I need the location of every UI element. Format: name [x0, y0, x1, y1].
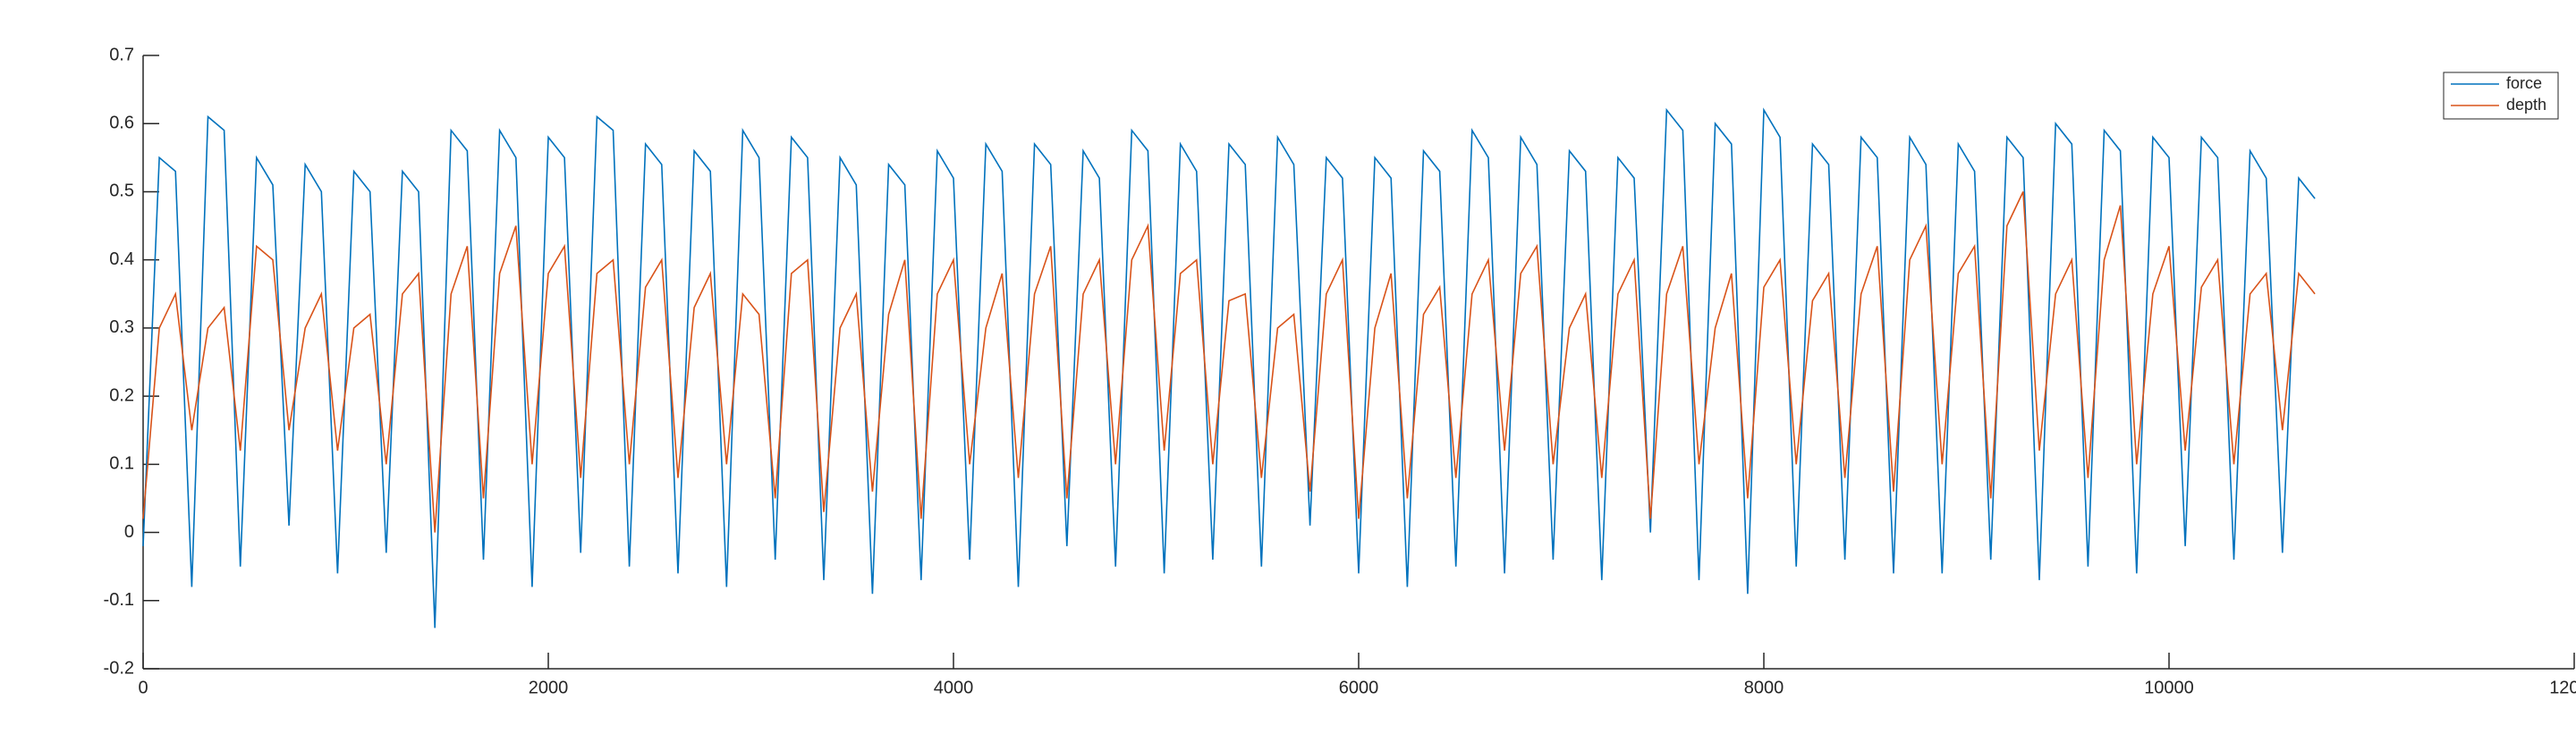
- x-tick-label: 8000: [1744, 678, 1784, 697]
- x-tick-label: 10000: [2144, 678, 2194, 697]
- legend-label: depth: [2506, 96, 2546, 114]
- x-tick-label: 2000: [529, 678, 569, 697]
- legend: force depth: [2443, 72, 2559, 120]
- y-tick-label: 0.7: [109, 45, 134, 64]
- y-tick-label: 0.6: [109, 114, 134, 133]
- series-line: [142, 191, 2316, 533]
- x-tick-label: 0: [138, 678, 148, 697]
- x-tick-label: 4000: [934, 678, 974, 697]
- x-tick-label: 12000: [2549, 678, 2576, 697]
- series-line: [142, 107, 2316, 629]
- y-tick-label: -0.2: [104, 658, 134, 678]
- y-tick-label: 0.1: [109, 454, 134, 474]
- y-tick-label: 0.5: [109, 181, 134, 201]
- legend-label: force: [2506, 74, 2542, 92]
- y-tick-label: 0.4: [109, 249, 134, 269]
- y-tick-label: 0.3: [109, 317, 134, 337]
- y-tick-label: -0.1: [104, 590, 134, 610]
- y-tick-label: 0: [124, 522, 134, 542]
- x-tick-label: 6000: [1339, 678, 1379, 697]
- y-tick-label: 0.2: [109, 385, 134, 405]
- legend-box: [2443, 72, 2559, 120]
